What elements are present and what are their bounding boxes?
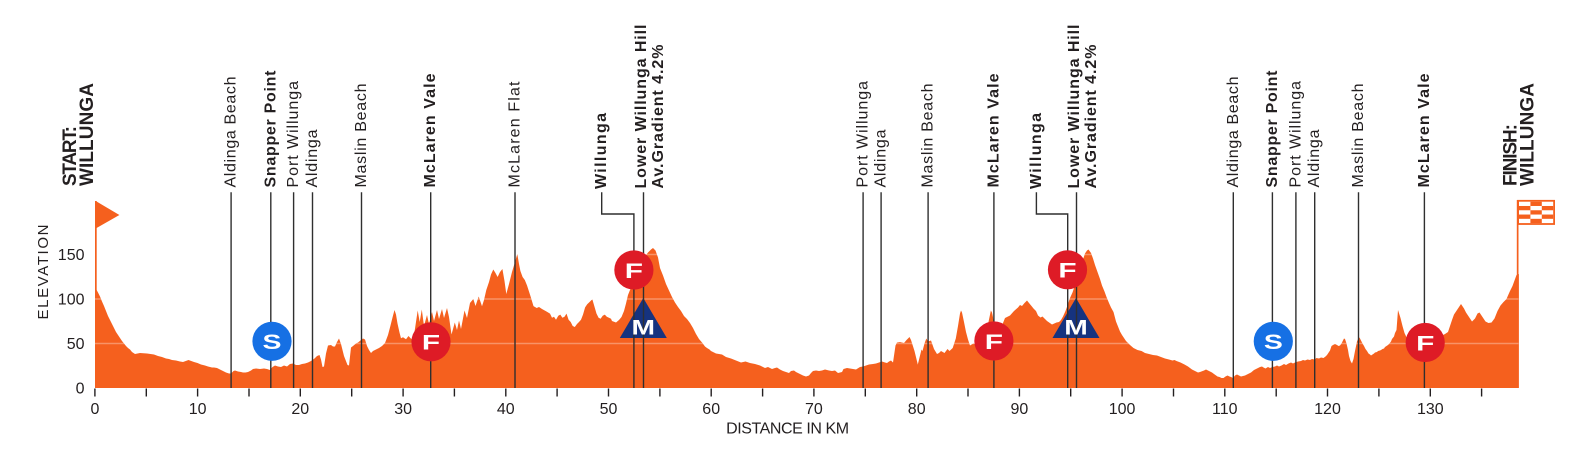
svg-text:F: F — [625, 260, 643, 283]
svg-text:Snapper Point: Snapper Point — [1264, 70, 1281, 188]
svg-text:10: 10 — [189, 401, 207, 418]
svg-text:100: 100 — [1109, 401, 1136, 418]
svg-text:F: F — [1416, 332, 1434, 355]
svg-text:Aldinga Beach: Aldinga Beach — [223, 77, 240, 188]
svg-text:100: 100 — [58, 292, 85, 309]
svg-text:ELEVATION: ELEVATION — [35, 225, 52, 320]
svg-text:110: 110 — [1212, 401, 1238, 418]
svg-text:Lower Willunga Hill: Lower Willunga Hill — [633, 25, 650, 189]
svg-text:McLaren Vale: McLaren Vale — [985, 73, 1002, 187]
svg-text:90: 90 — [1011, 401, 1029, 418]
svg-text:M: M — [1064, 316, 1088, 340]
svg-text:F: F — [985, 331, 1003, 354]
svg-text:DISTANCE IN KM: DISTANCE IN KM — [726, 421, 849, 438]
svg-text:Aldinga Beach: Aldinga Beach — [1225, 77, 1242, 188]
svg-text:Av.Gradient 4.2%: Av.Gradient 4.2% — [1083, 45, 1100, 189]
svg-text:Aldinga: Aldinga — [873, 129, 890, 187]
svg-text:WILLUNGA: WILLUNGA — [77, 83, 98, 186]
svg-text:Av.Gradient 4.2%: Av.Gradient 4.2% — [650, 45, 667, 189]
svg-text:Maslin Beach: Maslin Beach — [353, 84, 370, 188]
svg-text:Lower Willunga Hill: Lower Willunga Hill — [1066, 25, 1083, 189]
svg-text:80: 80 — [908, 401, 926, 418]
svg-text:Aldinga: Aldinga — [304, 129, 321, 187]
svg-text:Snapper Point: Snapper Point — [262, 70, 279, 188]
svg-text:Aldinga: Aldinga — [1306, 129, 1323, 187]
svg-text:McLaren Flat: McLaren Flat — [507, 81, 524, 188]
svg-text:START:: START: — [60, 126, 81, 186]
svg-text:F: F — [1058, 260, 1076, 283]
svg-text:F: F — [422, 332, 440, 355]
svg-text:S: S — [1264, 330, 1283, 354]
svg-text:30: 30 — [394, 401, 412, 418]
svg-text:120: 120 — [1314, 401, 1341, 418]
svg-text:50: 50 — [67, 336, 85, 353]
svg-text:Willunga: Willunga — [1028, 113, 1045, 189]
svg-text:Maslin Beach: Maslin Beach — [1350, 84, 1367, 188]
svg-text:Willunga: Willunga — [593, 113, 610, 189]
svg-text:40: 40 — [497, 401, 515, 418]
svg-text:70: 70 — [805, 401, 823, 418]
svg-text:50: 50 — [600, 401, 618, 418]
svg-text:150: 150 — [58, 247, 85, 264]
svg-text:Port Willunga: Port Willunga — [285, 81, 302, 188]
svg-text:0: 0 — [76, 381, 85, 398]
svg-text:20: 20 — [291, 401, 309, 418]
svg-text:Port Willunga: Port Willunga — [855, 81, 872, 188]
svg-text:S: S — [263, 330, 282, 354]
svg-text:WILLUNGA: WILLUNGA — [1518, 83, 1539, 186]
svg-text:McLaren Vale: McLaren Vale — [422, 73, 439, 187]
svg-text:60: 60 — [702, 401, 720, 418]
svg-text:FINISH:: FINISH: — [1501, 124, 1522, 186]
svg-text:McLaren Vale: McLaren Vale — [1416, 73, 1433, 187]
svg-text:Port Willunga: Port Willunga — [1287, 81, 1304, 188]
svg-text:Maslin Beach: Maslin Beach — [920, 84, 937, 188]
svg-text:130: 130 — [1417, 401, 1444, 418]
svg-text:0: 0 — [90, 401, 99, 418]
svg-text:M: M — [632, 316, 656, 340]
